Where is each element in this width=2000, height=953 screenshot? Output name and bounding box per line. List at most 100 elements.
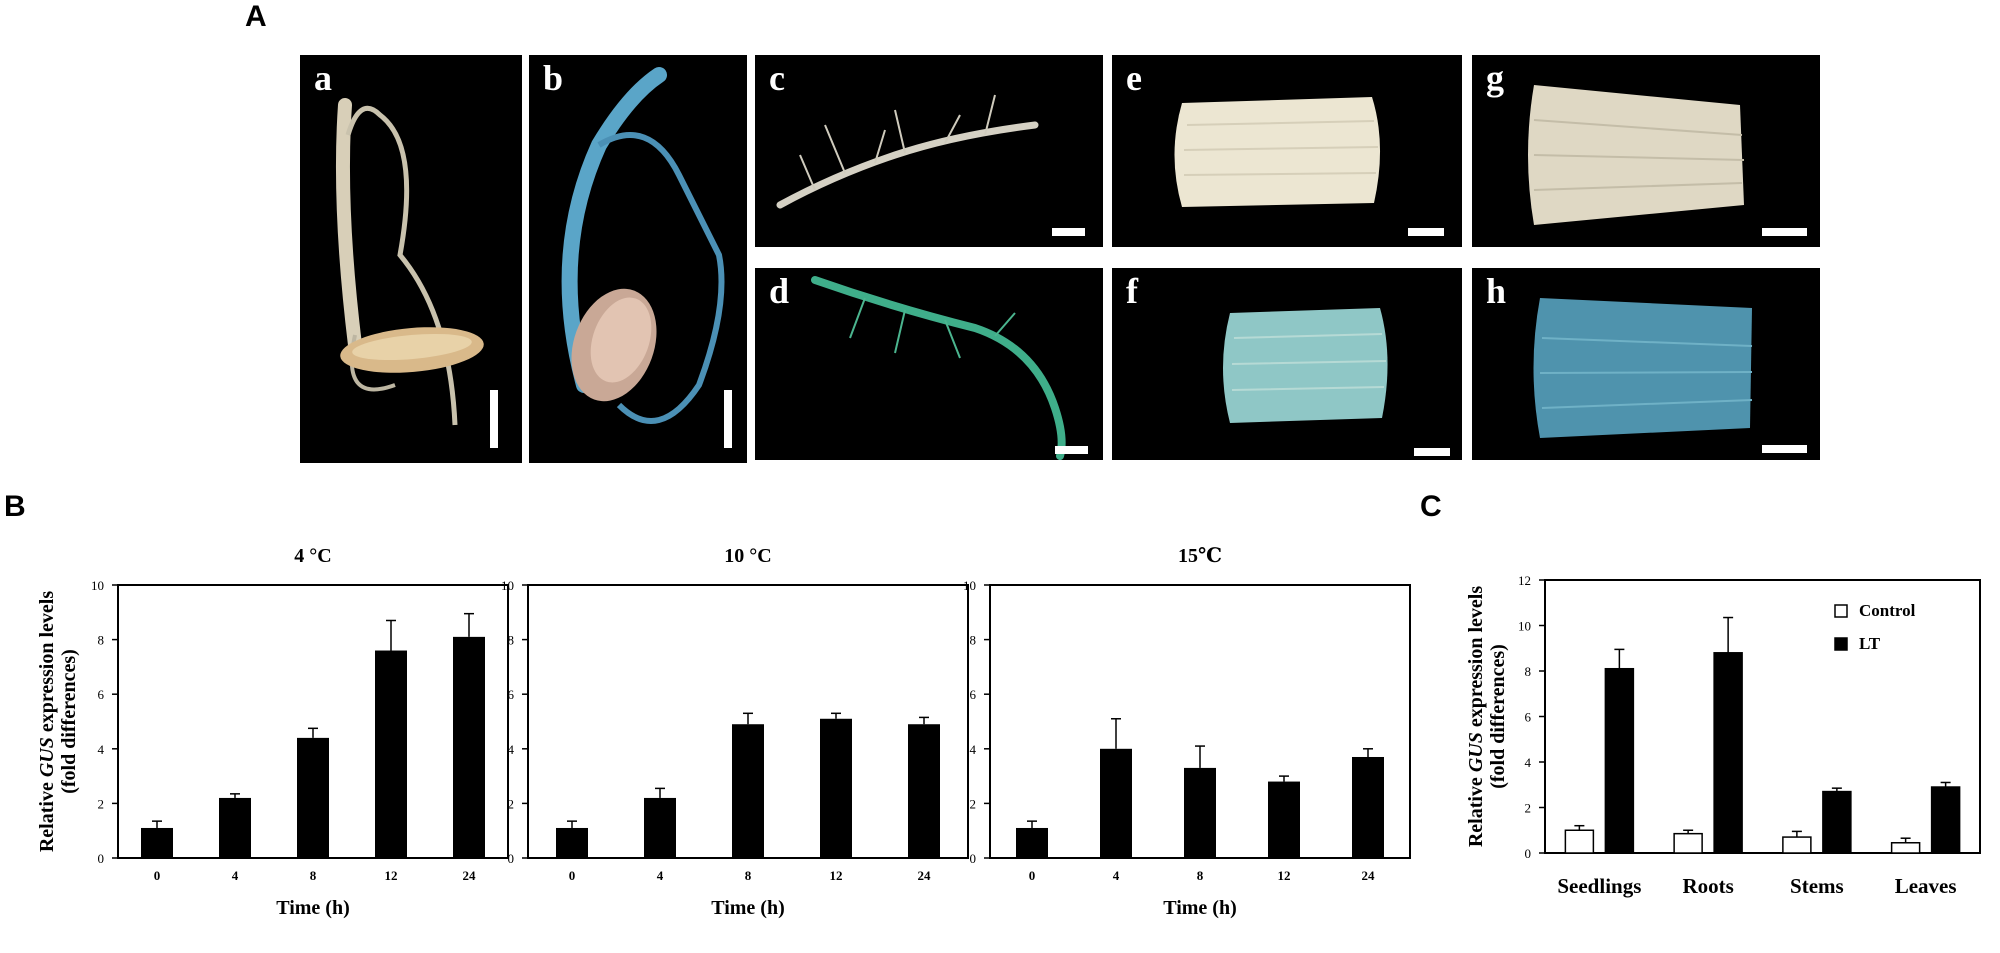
x-tick-label: 4 [1113,868,1120,883]
bar [1016,827,1048,858]
x-tick-label: 4 [232,868,239,883]
y-axis-label-line2: (fold differences) [58,649,80,794]
y-tick-label: 8 [970,633,977,648]
stained-seedling-drawing [561,67,725,424]
bar-control [1564,829,1595,854]
x-tick-label: 0 [569,868,576,883]
bar [219,797,251,858]
photo-root-control: c [755,55,1103,247]
x-tick-label: 8 [310,868,317,883]
bar [732,724,764,858]
photo-seedling-control: a [300,55,522,463]
y-axis-label-part: expression levels [36,591,58,738]
panel-label-a: A [245,0,267,33]
photo-root-stained: d [755,268,1103,460]
bar-control [1782,836,1812,854]
y-tick-label: 2 [508,796,515,811]
x-tick-label: 0 [1029,868,1036,883]
x-tick-label: Roots [1682,874,1733,898]
x-tick-label: Leaves [1895,874,1957,898]
scale-bar [1408,228,1444,236]
bar-lt [1822,790,1852,854]
bar [1100,748,1132,858]
y-tick-label: 4 [508,742,515,757]
y-tick-label: 2 [970,796,977,811]
stained-stem-drawing [1223,308,1388,423]
x-tick-label: 24 [463,868,477,883]
y-axis-label-part: Relative [36,777,58,852]
y-tick-label: 8 [98,633,105,648]
bar [1352,756,1384,858]
bar-lt [1604,667,1635,854]
y-tick-label: 2 [98,796,105,811]
legend-label: Control [1859,601,1916,620]
photo-label-d: d [769,271,790,311]
root-drawing [776,94,1039,209]
y-tick-label: 0 [98,851,105,866]
bar [375,650,407,858]
panel-label-c: C [1420,490,1442,523]
x-tick-label: 12 [385,868,398,883]
y-tick-label: 6 [970,687,977,702]
scale-bar [1052,228,1085,236]
y-tick-label: 4 [1525,755,1532,770]
photo-label-h: h [1486,271,1507,311]
x-tick-label: 24 [1362,868,1376,883]
photo-stem-control: e [1112,55,1462,247]
scale-bar [1055,446,1088,454]
y-axis-label-part: Relative [1465,772,1487,847]
y-tick-label: 8 [1525,664,1532,679]
y-axis-label-part: GUS [36,737,58,777]
y-tick-label: 2 [1525,801,1532,816]
photo-leaf-control: g [1472,55,1820,247]
y-axis-label: Relative GUS expression levels [36,591,58,853]
y-tick-label: 10 [501,578,514,593]
scale-bar [1762,228,1807,236]
bar [820,718,852,858]
x-tick-label: 24 [918,868,932,883]
y-tick-label: 4 [970,742,977,757]
scale-bar [724,390,732,448]
x-tick-label: 12 [1278,868,1291,883]
y-tick-label: 10 [963,578,976,593]
bar [644,797,676,858]
chart-title: 4 °C [294,545,331,567]
stained-leaf-drawing [1533,298,1753,438]
photo-label-a: a [314,58,332,98]
y-tick-label: 12 [1518,573,1531,588]
bar [453,636,485,858]
x-tick-label: 0 [154,868,161,883]
x-tick-label: 8 [1197,868,1204,883]
photo-label-g: g [1486,58,1504,98]
seedling-drawing [335,98,484,426]
scale-bar [1414,448,1450,456]
photo-label-f: f [1126,271,1138,311]
chart-title: 15℃ [1178,545,1222,567]
photo-label-b: b [543,58,564,98]
bar [1184,767,1216,858]
stained-root-drawing [811,276,1066,460]
photo-leaf-stained: h [1472,268,1820,460]
stem-drawing [1174,97,1381,207]
y-tick-label: 0 [508,851,515,866]
bar [556,827,588,858]
legend-swatch [1834,604,1848,618]
photo-label-e: e [1126,58,1142,98]
legend-swatch [1834,637,1848,651]
y-tick-label: 6 [98,687,105,702]
y-tick-label: 10 [1518,619,1531,634]
photo-label-c: c [769,58,785,98]
x-tick-label: Seedlings [1557,874,1641,898]
bar-lt [1930,786,1961,854]
leaf-drawing [1528,85,1745,225]
bar [908,724,940,858]
bar-control [1890,842,1921,854]
y-tick-label: 4 [98,742,105,757]
x-tick-label: 12 [830,868,843,883]
y-axis-label-part: expression levels [1465,586,1487,733]
y-tick-label: 6 [1525,710,1532,725]
bar-lt [1713,652,1743,854]
y-tick-label: 0 [1525,846,1532,861]
bar [141,827,173,858]
